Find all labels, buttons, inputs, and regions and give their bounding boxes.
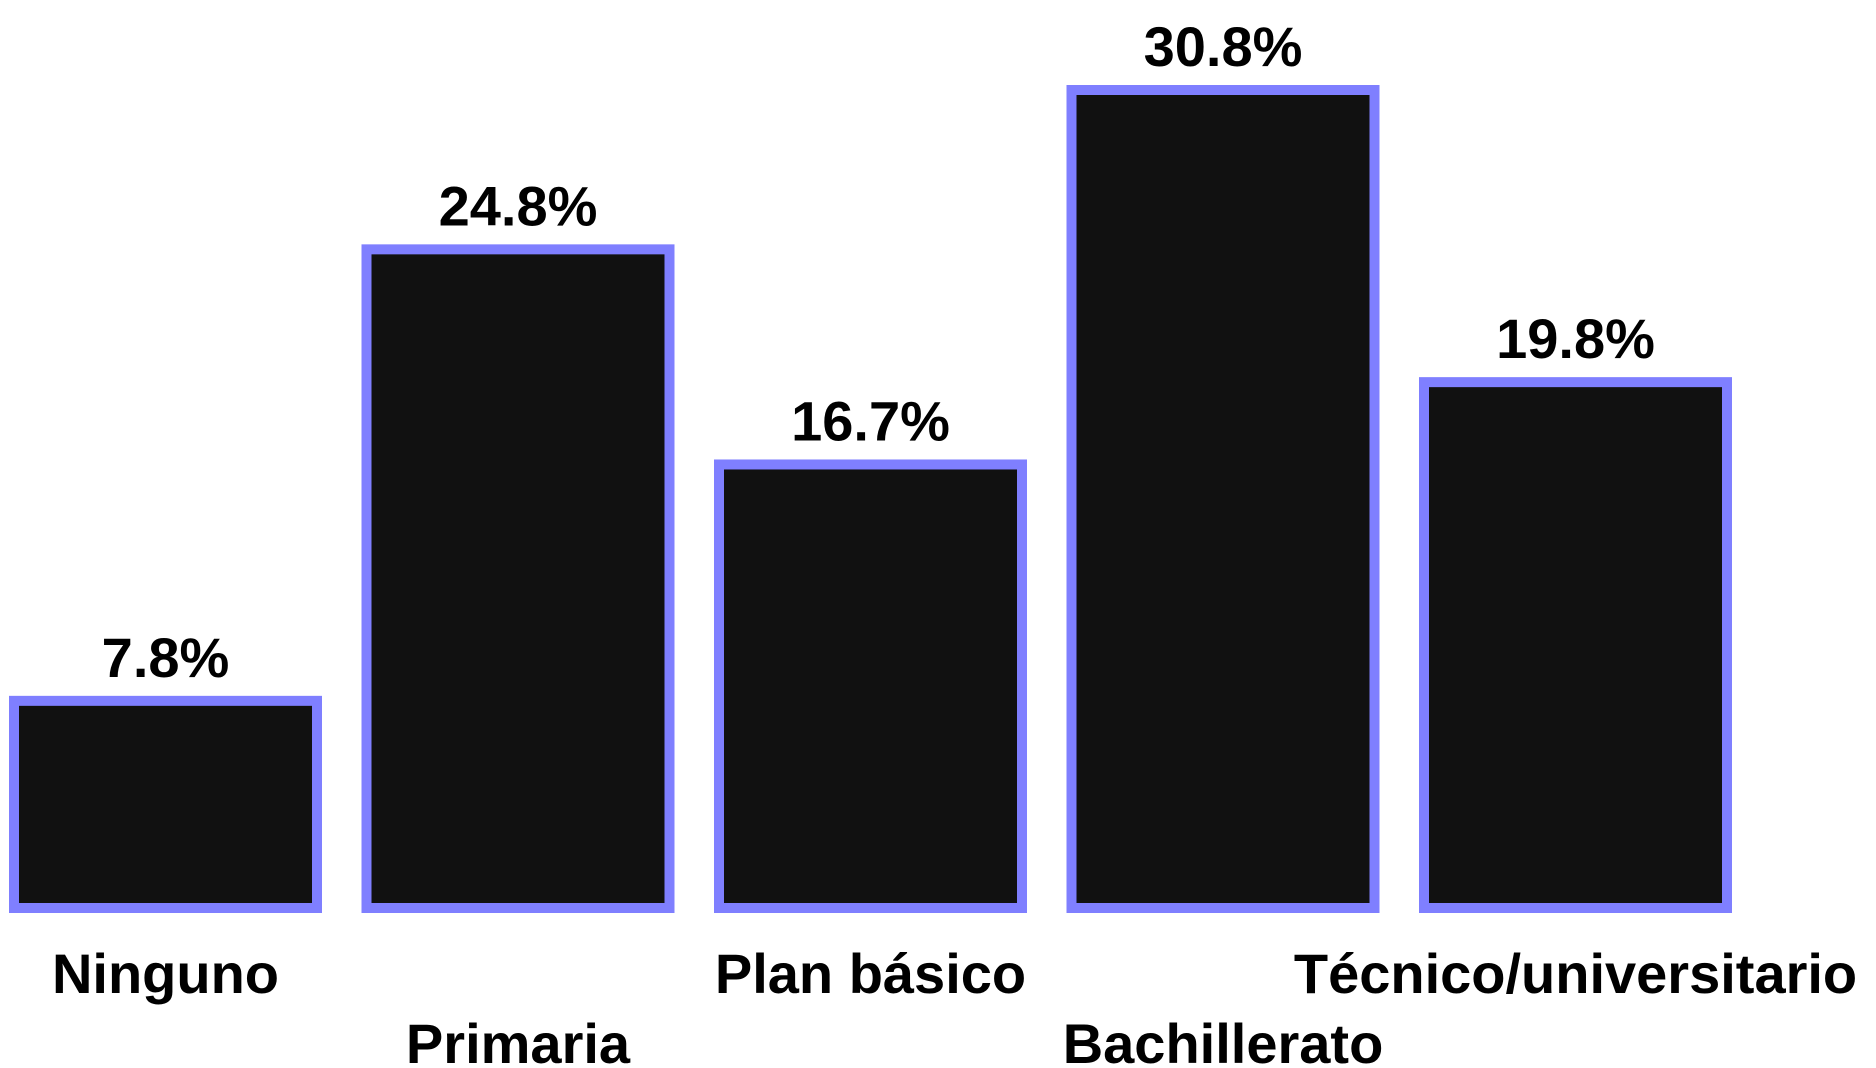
category-label-0: Ninguno	[52, 942, 279, 1005]
value-label-4: 19.8%	[1496, 307, 1655, 370]
value-label-0: 7.8%	[102, 626, 230, 689]
bar-2	[714, 459, 1027, 913]
bar-0	[9, 695, 322, 914]
value-label-2: 16.7%	[791, 389, 950, 452]
bars-group	[9, 85, 1732, 914]
category-labels-group: Ninguno Primaria Plan básico Bachillerato Té…	[52, 942, 1857, 1068]
category-label-2: Plan básico	[715, 942, 1026, 1005]
category-label-3: Bachillerato	[1063, 1012, 1384, 1068]
value-labels-group: 7.8% 24.8% 16.7% 30.8% 19.8%	[102, 15, 1655, 689]
bar-1	[361, 244, 675, 913]
bar-3	[1066, 85, 1380, 913]
category-label-4: Técnico/universitario	[1294, 942, 1857, 1005]
value-label-3: 30.8%	[1144, 15, 1303, 78]
bar-4	[1419, 377, 1732, 913]
value-label-1: 24.8%	[439, 174, 598, 237]
category-label-1: Primaria	[406, 1012, 631, 1068]
